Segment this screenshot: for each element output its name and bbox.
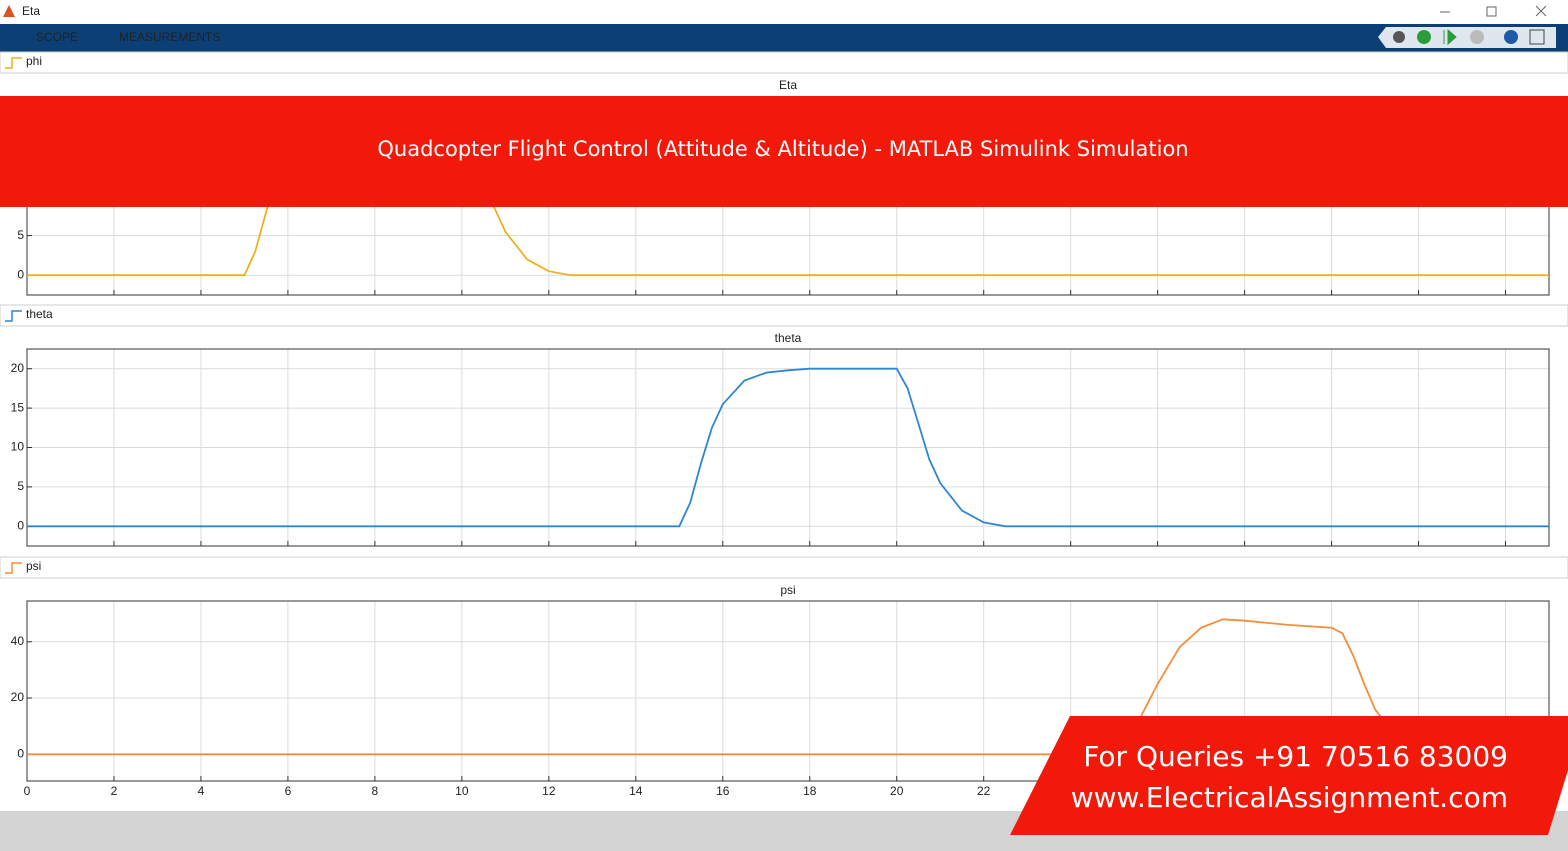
chart-title: theta xyxy=(775,331,802,345)
banner-title: Quadcopter Flight Control (Attitude & Al… xyxy=(377,137,1188,161)
step-forward[interactable] xyxy=(1443,28,1457,46)
y-tick-label: 20 xyxy=(11,361,25,375)
legend-swatch xyxy=(5,310,22,322)
stop[interactable] xyxy=(1470,30,1484,44)
x-tick-label: 6 xyxy=(285,784,292,798)
plot-frame xyxy=(26,600,1550,782)
x-tick-label: 18 xyxy=(803,784,817,798)
close[interactable] xyxy=(1535,5,1547,17)
y-tick-label: 0 xyxy=(17,518,24,532)
chart-title: psi xyxy=(780,583,795,597)
legend-row xyxy=(0,51,1568,74)
app-icon xyxy=(3,5,15,17)
restore[interactable] xyxy=(1486,6,1497,17)
tab-measurements[interactable]: MEASUREMENTS xyxy=(119,30,220,44)
y-tick-label: 5 xyxy=(17,479,24,493)
x-tick-label: 20 xyxy=(890,784,904,798)
x-tick-label: 16 xyxy=(716,784,730,798)
window-title: Eta xyxy=(22,4,40,18)
contact-banner xyxy=(1010,716,1568,835)
x-tick-label: 14 xyxy=(629,784,643,798)
tab-scope[interactable]: SCOPE xyxy=(36,30,78,44)
legend-swatch xyxy=(5,57,22,69)
x-tick-label: 2 xyxy=(111,784,118,798)
x-tick-label: 12 xyxy=(542,784,556,798)
contact-web: www.ElectricalAssignment.com xyxy=(1071,781,1508,814)
undock[interactable] xyxy=(1529,29,1545,45)
legend-label: theta xyxy=(26,307,53,321)
run[interactable] xyxy=(1417,30,1431,44)
y-tick-label: 15 xyxy=(11,400,25,414)
x-tick-label: 4 xyxy=(198,784,205,798)
x-tick-label: 10 xyxy=(455,784,469,798)
legend-row xyxy=(0,304,1568,327)
legend-swatch xyxy=(5,562,22,574)
y-tick-label: 5 xyxy=(17,228,24,242)
legend-row xyxy=(0,556,1568,579)
step-back[interactable] xyxy=(1393,31,1405,43)
y-tick-label: 0 xyxy=(17,746,24,760)
help[interactable] xyxy=(1504,30,1518,44)
plot-frame xyxy=(26,348,1550,547)
x-tick-label: 0 xyxy=(24,784,31,798)
legend-label: phi xyxy=(26,54,42,68)
legend-label: psi xyxy=(26,559,41,573)
y-tick-label: 10 xyxy=(11,440,25,454)
y-tick-label: 20 xyxy=(11,690,25,704)
title-banner xyxy=(0,96,1568,207)
toolbar xyxy=(0,24,1568,52)
x-tick-label: 22 xyxy=(977,784,991,798)
contact-phone: For Queries +91 70516 83009 xyxy=(1083,740,1508,773)
y-tick-label: 40 xyxy=(11,634,25,648)
chart-title: Eta xyxy=(779,78,797,92)
x-tick-label: 8 xyxy=(372,784,379,798)
y-tick-label: 0 xyxy=(17,267,24,281)
title-bar xyxy=(0,0,1568,24)
series-line xyxy=(27,367,1549,528)
